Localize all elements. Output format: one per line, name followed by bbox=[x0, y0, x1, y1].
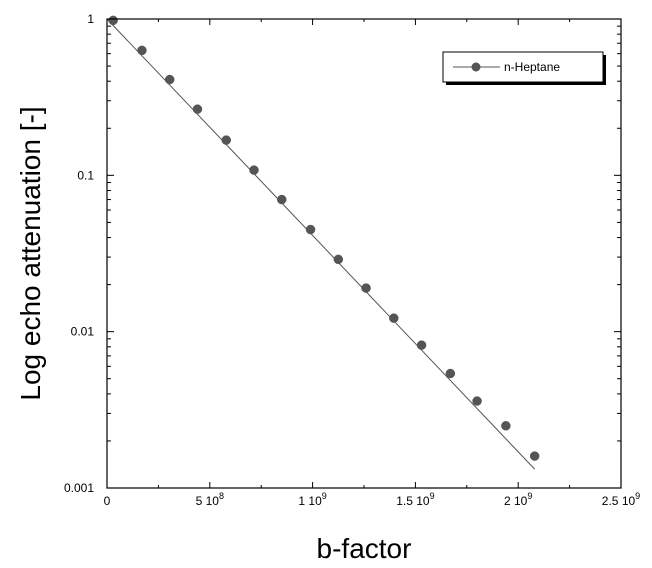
data-point bbox=[249, 165, 259, 175]
data-point bbox=[472, 396, 482, 406]
y-tick-label: 0.1 bbox=[77, 168, 94, 182]
x-axis-title: b-factor bbox=[317, 533, 412, 564]
y-tick-label: 0.001 bbox=[64, 481, 94, 495]
data-point bbox=[501, 421, 511, 431]
plot-frame bbox=[106, 18, 622, 489]
x-tick-label: 2 109 bbox=[504, 491, 532, 508]
legend-marker bbox=[471, 62, 481, 72]
data-point bbox=[416, 340, 427, 350]
data-point bbox=[333, 254, 344, 265]
y-tick-label: 0.01 bbox=[71, 325, 95, 339]
x-tick-label: 1 109 bbox=[298, 491, 326, 508]
x-tick-label: 0 bbox=[104, 494, 111, 508]
y-tick-label: 1 bbox=[87, 12, 94, 26]
data-point bbox=[277, 194, 287, 205]
axes: 0 5 108 1 109 1.5 109 2 109 2.5 109 1 0.1 0.01 0.… bbox=[64, 12, 640, 508]
data-point bbox=[192, 104, 203, 114]
data-point bbox=[221, 135, 231, 145]
data-point bbox=[445, 368, 456, 379]
x-tick-label: 2.5 109 bbox=[602, 491, 640, 508]
y-axis-title: Log echo attenuation [-] bbox=[15, 106, 46, 400]
legend-label: n-Heptane bbox=[504, 60, 560, 74]
data-point bbox=[108, 15, 118, 26]
data-point bbox=[361, 283, 371, 293]
legend: n-Heptane bbox=[442, 51, 606, 85]
fit-line bbox=[106, 18, 536, 470]
data-point bbox=[529, 451, 540, 461]
x-tick-label: 1.5 109 bbox=[396, 491, 434, 508]
data-point bbox=[305, 224, 316, 235]
plot-area bbox=[106, 15, 540, 470]
data-point bbox=[389, 313, 399, 323]
data-point bbox=[137, 45, 147, 56]
x-tick-label: 5 108 bbox=[196, 491, 224, 508]
data-point bbox=[164, 74, 175, 85]
